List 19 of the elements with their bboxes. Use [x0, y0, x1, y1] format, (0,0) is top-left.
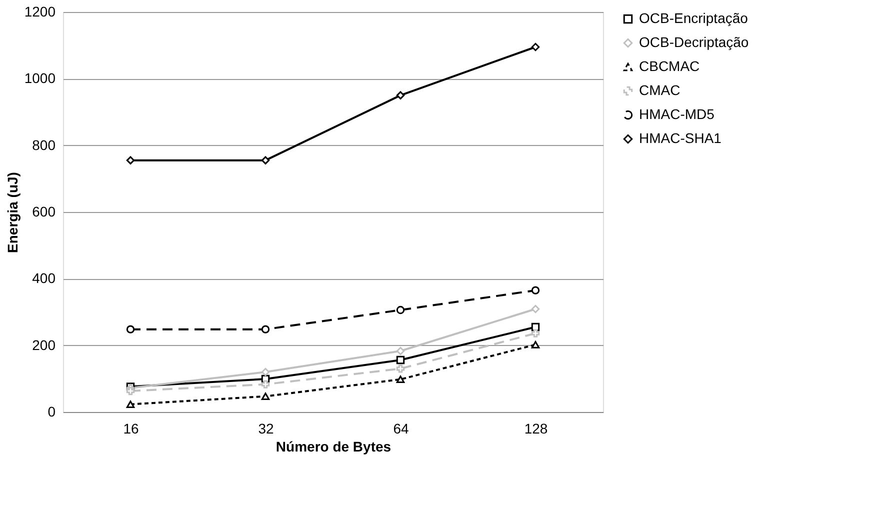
y-tick-label: 0 — [48, 404, 56, 420]
y-tick-label: 800 — [32, 136, 56, 153]
y-axis-title: Energia (uJ) — [4, 172, 20, 253]
y-tick-label: 200 — [32, 336, 56, 353]
x-tick-label: 128 — [524, 420, 548, 436]
y-tick-label: 600 — [32, 204, 56, 220]
legend-label: HMAC-MD5 — [639, 106, 715, 122]
x-tick-label: 64 — [393, 420, 409, 436]
legend-label: OCB-Decriptação — [639, 34, 749, 50]
legend-label: OCB-Encriptação — [639, 10, 748, 26]
y-tick-label: 400 — [32, 270, 56, 286]
legend-label: CMAC — [639, 82, 680, 98]
x-axis-title: Número de Bytes — [276, 438, 392, 454]
legend-label: HMAC-SHA1 — [639, 130, 722, 146]
y-tick-label: 1000 — [24, 70, 56, 86]
x-tick-label: 16 — [123, 420, 139, 436]
legend-label: CBCMAC — [639, 58, 700, 74]
x-tick-label: 32 — [258, 420, 274, 436]
y-tick-label: 1200 — [24, 4, 56, 20]
